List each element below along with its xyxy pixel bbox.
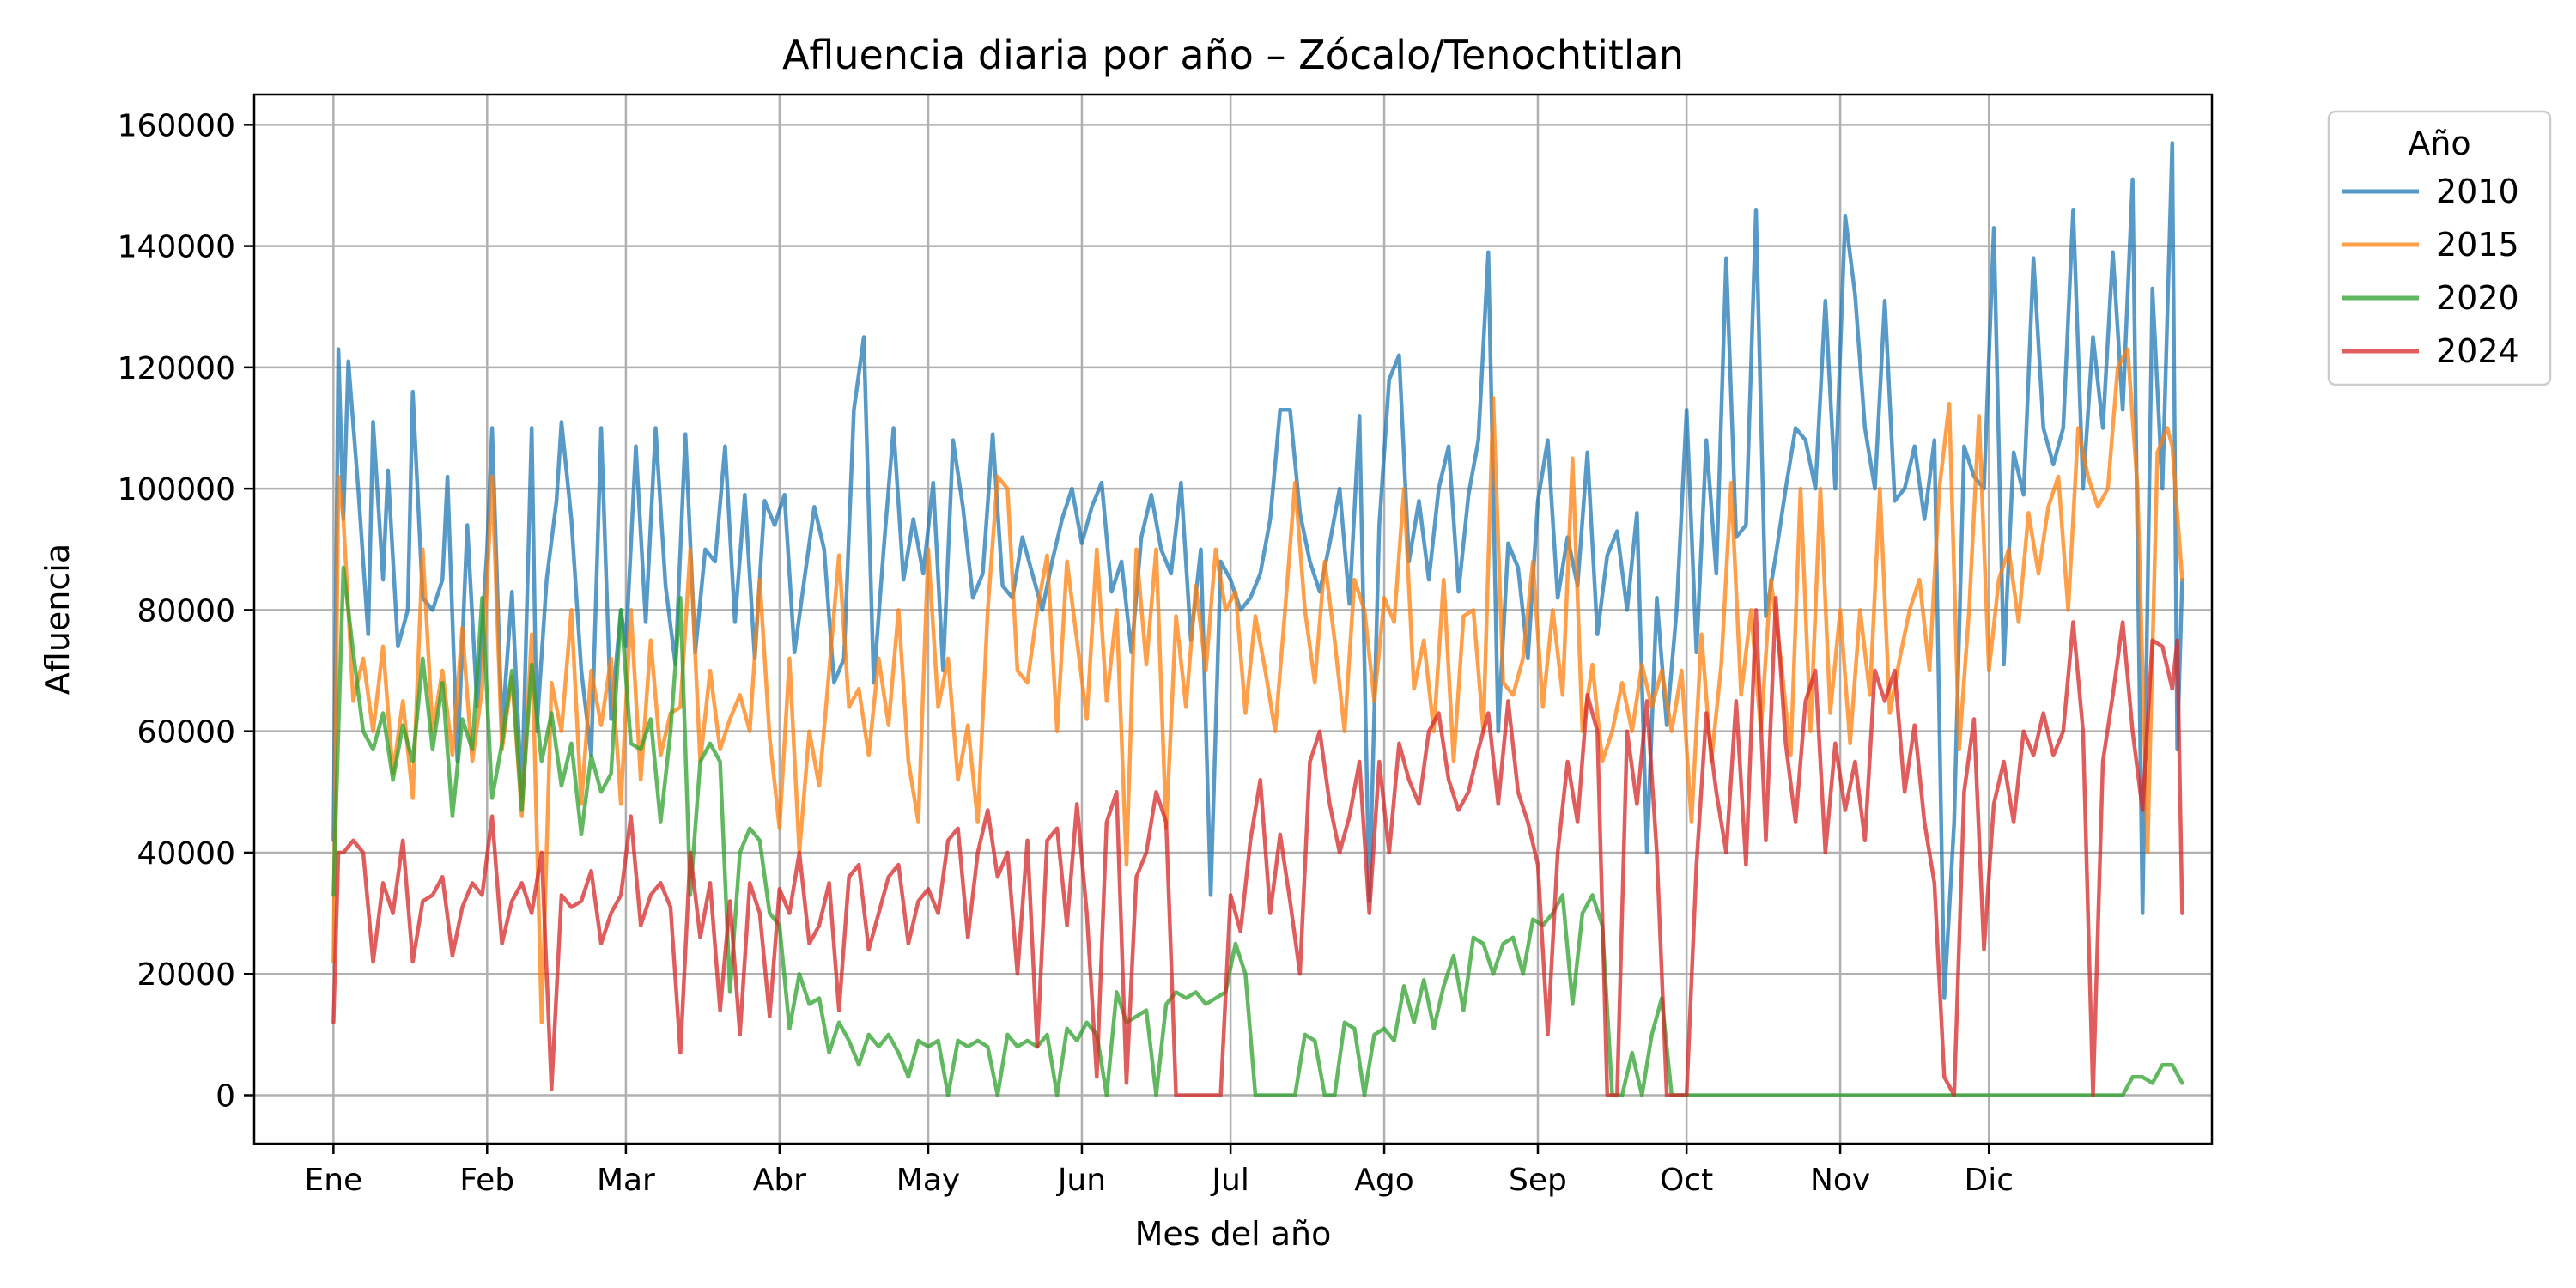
- legend-box: [2327, 110, 2552, 386]
- x-axis-label: Mes del año: [1135, 1215, 1332, 1253]
- y-tick-label: 100000: [118, 472, 235, 507]
- y-tick-label: 40000: [137, 836, 235, 872]
- x-tick-label: Nov: [1810, 1163, 1870, 1198]
- x-tick-label: Sep: [1509, 1163, 1567, 1198]
- legend-label-2015: 2015: [2436, 226, 2519, 264]
- y-tick-label: 0: [216, 1078, 235, 1114]
- y-axis-label: Afluencia: [39, 544, 76, 695]
- y-tick-label: 120000: [118, 351, 235, 386]
- y-tick-label: 160000: [118, 108, 235, 143]
- ticks: Ene Feb Mar Abr May Jun Jul Ago Sep Oct Nov Dic 0 200…: [118, 108, 2014, 1198]
- series-line-2015: [331, 347, 2184, 1024]
- y-tick-label: 60000: [137, 715, 235, 750]
- series-line-2020: [331, 565, 2184, 1097]
- y-tick-label: 80000: [137, 593, 235, 629]
- plot-frame: [252, 93, 2214, 1145]
- x-tick-label: Mar: [597, 1163, 655, 1198]
- y-tick-label: 20000: [137, 957, 235, 993]
- x-tick-label: Jul: [1210, 1163, 1249, 1198]
- legend-label-2020: 2020: [2436, 279, 2519, 317]
- legend-title: Año: [2408, 125, 2470, 162]
- y-tick-label: 140000: [118, 230, 235, 265]
- x-tick-label: Oct: [1660, 1163, 1713, 1198]
- x-tick-label: Jun: [1056, 1163, 1106, 1198]
- x-tick-label: May: [896, 1163, 960, 1198]
- x-tick-label: Abr: [753, 1163, 806, 1198]
- legend-label-2024: 2024: [2436, 332, 2519, 370]
- series-line-2024: [331, 596, 2184, 1097]
- x-tick-label: Dic: [1964, 1163, 2014, 1198]
- chart-title: Afluencia diaria por año – Zócalo/Tenoch…: [782, 32, 1684, 78]
- legend-entries: 2010 2015 2020 2024: [2342, 173, 2519, 370]
- x-tick-label: Ago: [1354, 1163, 1414, 1198]
- legend: Año 2010 2015 2020 2024: [2327, 110, 2552, 386]
- legend-label-2010: 2010: [2436, 173, 2519, 210]
- x-tick-label: Ene: [304, 1163, 362, 1198]
- series-layer: [331, 141, 2184, 1097]
- series-line-2010: [331, 141, 2184, 1000]
- x-tick-label: Feb: [459, 1163, 514, 1198]
